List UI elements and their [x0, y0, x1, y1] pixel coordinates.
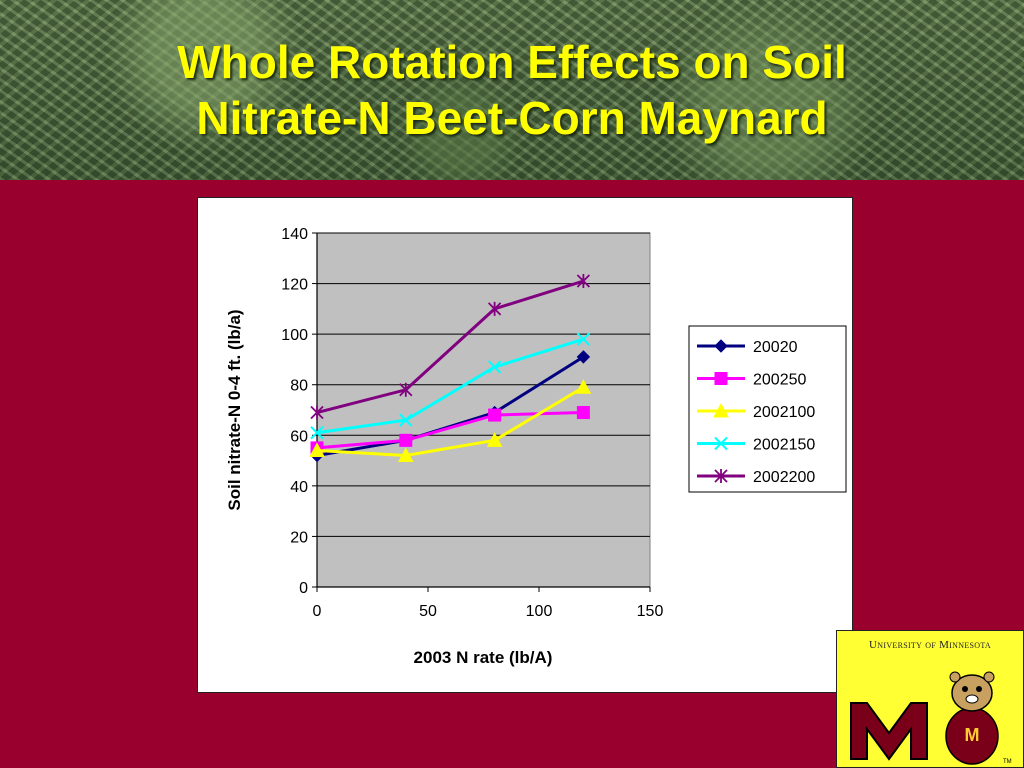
legend-marker [713, 402, 729, 418]
data-point [397, 447, 414, 463]
line-chart: 0 20 40 60 80 100 120 140 0 50 100 150 Soil nitrat… [225, 226, 847, 667]
legend-label: 200250 [753, 372, 806, 389]
legend-marker [714, 372, 728, 385]
plot-area [316, 232, 651, 588]
series-2002100 [309, 379, 592, 463]
legend-label: 2002150 [753, 437, 815, 454]
x-tick-label: 150 [637, 603, 664, 620]
y-axis-label: Soil nitrate-N 0-4 ft. (lb/a) [225, 309, 244, 510]
data-point [575, 379, 592, 394]
legend-label: 2002100 [753, 404, 815, 421]
x-tick-label: 50 [419, 603, 437, 620]
legend-item: 2002200 [697, 469, 815, 486]
series-line [316, 337, 584, 435]
data-point [576, 332, 591, 346]
legend-marker [714, 436, 728, 451]
gopher-mascot-icon: M TM [850, 671, 1012, 765]
y-tick-label: 20 [290, 529, 308, 546]
legend-item: 20020 [697, 339, 798, 356]
data-point [488, 408, 502, 422]
x-tick-label: 100 [526, 603, 553, 620]
slide-title-line-1: Whole Rotation Effects on Soil [177, 36, 847, 88]
y-tick-label: 60 [290, 428, 308, 445]
x-tick-label: 0 [313, 603, 322, 620]
data-point [399, 382, 413, 397]
chart-container: 0 20 40 60 80 100 120 140 0 50 100 150 Soil nitrat… [197, 197, 853, 693]
data-point [576, 406, 590, 420]
series-line [316, 279, 584, 414]
legend-label: 2002200 [753, 469, 815, 486]
data-point [309, 442, 325, 457]
legend-marker [714, 339, 728, 353]
legend: 20020 200250 2002100 2002150 2002200 [688, 325, 847, 493]
series-2002150 [310, 332, 591, 440]
legend-box [688, 325, 847, 493]
block-m-icon [850, 702, 928, 761]
data-point [486, 432, 503, 447]
svg-text:TM: TM [1003, 759, 1012, 765]
y-tick-label: 140 [281, 226, 308, 243]
header-crop-photo [0, 0, 1024, 180]
y-tick-label: 100 [281, 327, 308, 344]
slide-title-line-2: Nitrate-N Beet-Corn Maynard [196, 92, 828, 144]
series-2002200 [310, 274, 591, 420]
university-logo: University of Minnesota M TM [836, 630, 1024, 768]
slide-title: Whole Rotation Effects on Soil Nitrate-N… [0, 34, 1024, 146]
y-tick-label: 120 [281, 277, 308, 294]
data-point [487, 301, 502, 316]
y-tick-label: 0 [299, 580, 308, 597]
data-point [576, 274, 591, 289]
legend-item: 200250 [697, 372, 806, 389]
data-point [576, 350, 591, 364]
y-tick-label: 80 [290, 378, 308, 395]
data-point [310, 405, 324, 420]
data-point [399, 433, 413, 447]
series-line [316, 385, 585, 458]
legend-marker [714, 469, 728, 483]
legend-item: 2002100 [697, 402, 815, 421]
svg-text:M: M [965, 725, 980, 745]
logo-text: University of Minnesota [869, 639, 991, 651]
y-tick-label: 40 [290, 479, 308, 496]
data-point [310, 426, 324, 440]
data-point [487, 360, 502, 374]
data-point [399, 413, 413, 427]
legend-item: 2002150 [697, 437, 815, 454]
legend-label: 20020 [753, 339, 798, 356]
x-axis-label: 2003 N rate (lb/A) [414, 648, 553, 667]
